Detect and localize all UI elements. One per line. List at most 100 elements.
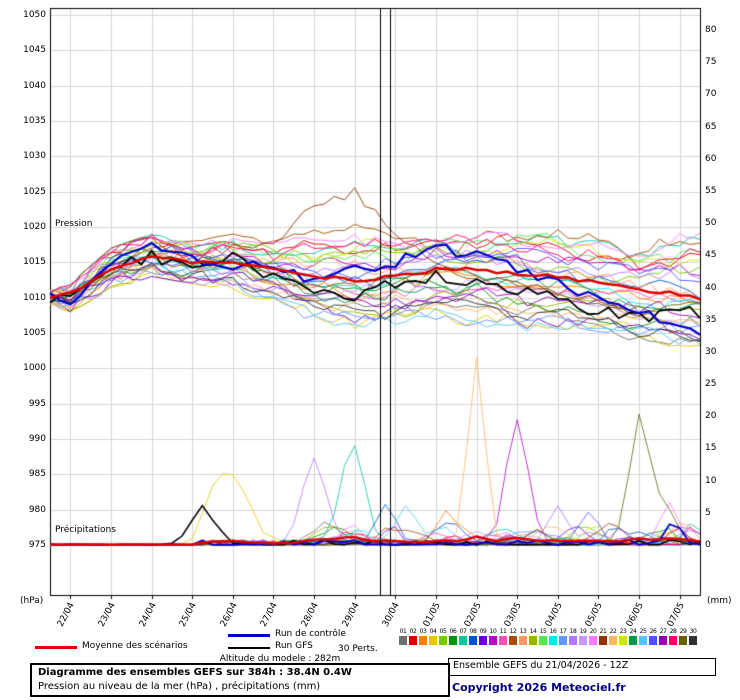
precip-tick-label: 50 xyxy=(705,218,717,229)
precip-tick-label: 30 xyxy=(705,346,717,357)
pert-number: 10 xyxy=(489,628,497,635)
pert-color-swatch xyxy=(589,636,597,645)
pert-color-swatch xyxy=(549,636,557,645)
perturbation-color-strip: 01 02 03 04 05 06 07 08 09 10 11 12 13 14 15 16 17 18 19 20… xyxy=(398,628,698,645)
pert-number: 18 xyxy=(569,628,577,635)
pert-color-swatch xyxy=(479,636,487,645)
mean-legend-label: Moyenne des scénarios xyxy=(82,641,188,651)
pert-color-swatch xyxy=(409,636,417,645)
pressure-tick-label: 1005 xyxy=(23,328,46,338)
pert-color-swatch xyxy=(449,636,457,645)
pressure-tick-label: 1030 xyxy=(23,151,46,162)
pert-color-swatch xyxy=(669,636,677,645)
pert-item: 02 xyxy=(408,628,418,645)
pert-number: 28 xyxy=(669,628,677,635)
pert-color-swatch xyxy=(439,636,447,645)
precip-tick-label: 15 xyxy=(705,443,717,454)
precip-tick-label: 75 xyxy=(705,57,717,68)
pert-number: 24 xyxy=(629,628,637,635)
pert-number: 02 xyxy=(409,628,417,635)
pert-item: 29 xyxy=(678,628,688,645)
pert-item: 10 xyxy=(488,628,498,645)
gfs-line-swatch xyxy=(228,647,270,649)
pert-item: 06 xyxy=(448,628,458,645)
precip-tick-label: 35 xyxy=(705,314,717,325)
pert-item: 11 xyxy=(498,628,508,645)
pert-item: 09 xyxy=(478,628,488,645)
precip-tick-label: 0 xyxy=(705,540,711,550)
control-legend-label: Run de contrôle xyxy=(275,629,346,639)
pert-number: 08 xyxy=(469,628,477,635)
pert-number: 19 xyxy=(579,628,587,635)
pert-item: 23 xyxy=(618,628,628,645)
precip-tick-label: 70 xyxy=(705,89,717,100)
pert-number: 09 xyxy=(479,628,487,635)
pert-number: 15 xyxy=(539,628,547,635)
pert-color-swatch xyxy=(599,636,607,645)
pert-number: 03 xyxy=(419,628,427,635)
pert-color-swatch xyxy=(489,636,497,645)
pert-number: 04 xyxy=(429,628,437,635)
pert-item: 07 xyxy=(458,628,468,645)
precip-tick-label: 45 xyxy=(705,250,717,261)
pert-item: 21 xyxy=(598,628,608,645)
pert-number: 17 xyxy=(559,628,567,635)
precip-tick-label: 20 xyxy=(705,411,717,422)
pressure-tick-label: 1025 xyxy=(23,186,46,197)
left-axis-unit: (hPa) xyxy=(20,596,44,606)
right-axis-unit: (mm) xyxy=(707,596,732,606)
pressure-tick-label: 985 xyxy=(28,469,46,480)
pert-color-swatch xyxy=(639,636,647,645)
pert-number: 12 xyxy=(509,628,517,635)
precip-tick-label: 5 xyxy=(705,507,711,518)
pert-item: 08 xyxy=(468,628,478,645)
pert-number: 29 xyxy=(679,628,687,635)
precip-tick-label: 65 xyxy=(705,121,717,132)
pert-number: 26 xyxy=(649,628,657,635)
pert-number: 21 xyxy=(599,628,607,635)
pert-item: 22 xyxy=(608,628,618,645)
pert-color-swatch xyxy=(559,636,567,645)
pert-item: 13 xyxy=(518,628,528,645)
precip-tick-label: 10 xyxy=(705,475,717,486)
pressure-tick-label: 1015 xyxy=(23,257,46,268)
pert-number: 25 xyxy=(639,628,647,635)
precip-series-label: Précipitations xyxy=(55,525,116,535)
pert-number: 07 xyxy=(459,628,467,635)
pert-number: 22 xyxy=(609,628,617,635)
pert-number: 20 xyxy=(589,628,597,635)
pert-number: 05 xyxy=(439,628,447,635)
perts-count-label: 30 Perts. xyxy=(338,644,378,654)
pert-item: 14 xyxy=(528,628,538,645)
pert-color-swatch xyxy=(459,636,467,645)
pert-color-swatch xyxy=(399,636,407,645)
pert-color-swatch xyxy=(539,636,547,645)
pert-color-swatch xyxy=(679,636,687,645)
pert-number: 23 xyxy=(619,628,627,635)
pert-color-swatch xyxy=(519,636,527,645)
pert-item: 28 xyxy=(668,628,678,645)
precip-tick-label: 80 xyxy=(705,25,717,35)
pert-color-swatch xyxy=(569,636,577,645)
pert-item: 16 xyxy=(548,628,558,645)
pert-color-swatch xyxy=(529,636,537,645)
pert-number: 27 xyxy=(659,628,667,635)
chart-title-line2: Pression au niveau de la mer (hPa) , pré… xyxy=(38,681,321,692)
model-altitude-text: Altitude du modele : 282m xyxy=(219,654,341,664)
pert-number: 01 xyxy=(399,628,407,635)
pert-item: 18 xyxy=(568,628,578,645)
pert-number: 30 xyxy=(689,628,697,635)
pressure-tick-label: 1050 xyxy=(23,10,46,20)
pert-item: 12 xyxy=(508,628,518,645)
pert-item: 19 xyxy=(578,628,588,645)
pressure-tick-label: 1035 xyxy=(23,116,46,126)
mean-line-swatch xyxy=(35,646,77,649)
pert-item: 26 xyxy=(648,628,658,645)
pert-color-swatch xyxy=(419,636,427,645)
precip-tick-label: 25 xyxy=(705,379,717,390)
control-line-swatch xyxy=(228,634,270,637)
pressure-tick-label: 980 xyxy=(28,504,46,515)
pressure-tick-label: 995 xyxy=(28,398,46,409)
